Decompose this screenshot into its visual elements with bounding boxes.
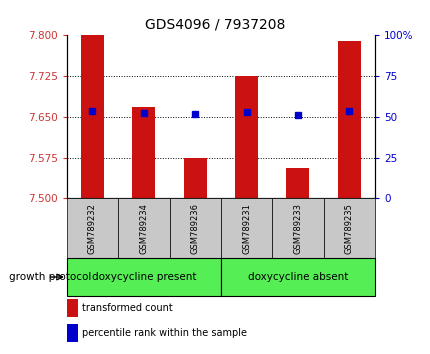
Text: doxycycline absent: doxycycline absent: [247, 272, 347, 282]
Bar: [234, 76, 258, 198]
Text: GSM789235: GSM789235: [344, 203, 353, 254]
Text: transformed count: transformed count: [82, 303, 172, 313]
Text: growth protocol: growth protocol: [9, 272, 91, 282]
Text: doxycycline present: doxycycline present: [92, 272, 196, 282]
Text: percentile rank within the sample: percentile rank within the sample: [82, 328, 246, 338]
Text: GSM789234: GSM789234: [139, 203, 148, 254]
Bar: [81, 35, 104, 198]
Bar: [337, 41, 360, 198]
Bar: [132, 107, 155, 198]
Bar: [286, 169, 309, 198]
Text: GSM789232: GSM789232: [88, 203, 97, 254]
Text: GSM789233: GSM789233: [293, 203, 302, 254]
Text: GSM789236: GSM789236: [190, 203, 199, 254]
Bar: [183, 158, 206, 198]
Text: GSM789231: GSM789231: [242, 203, 251, 254]
Text: GDS4096 / 7937208: GDS4096 / 7937208: [145, 18, 285, 32]
